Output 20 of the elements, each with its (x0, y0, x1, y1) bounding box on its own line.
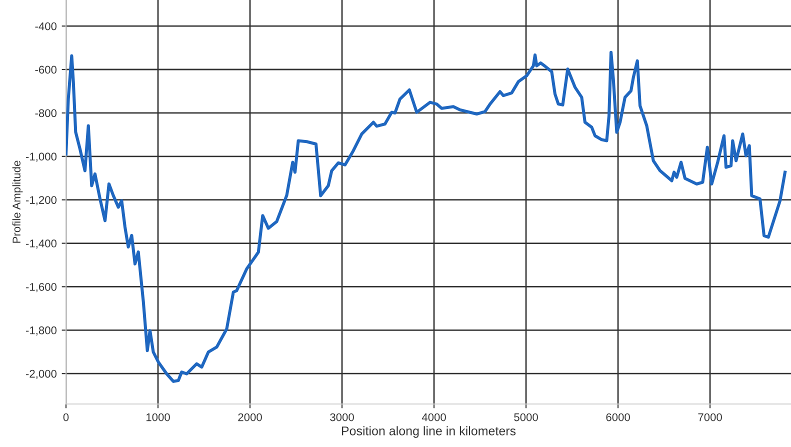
x-tick-label: 1000 (146, 413, 170, 422)
y-tick-label: -400 (35, 22, 57, 30)
y-tick-label: -600 (35, 66, 57, 74)
x-tick-label: 3000 (330, 413, 354, 422)
y-axis-title: Profile Amplitude (12, 160, 23, 243)
x-tick-label: 7000 (698, 413, 722, 422)
y-tick-label: -1,000 (26, 152, 57, 162)
x-tick-label: 2000 (238, 413, 262, 422)
line-series (66, 50, 787, 383)
y-tick-label: -1,400 (26, 240, 57, 249)
x-tick-label: 0 (63, 413, 69, 422)
y-tick-label: -1,600 (26, 282, 57, 292)
y-tick-label: -2,000 (26, 370, 57, 380)
y-tick-label: -1,200 (26, 196, 57, 206)
x-axis-title: Position along line in kilometers (342, 426, 516, 438)
y-tick-label: -1,800 (26, 326, 57, 336)
x-tick-label: 4000 (422, 413, 446, 422)
y-tick-label: -800 (35, 109, 57, 118)
x-tick-label: 5000 (514, 413, 538, 422)
x-tick-label: 6000 (606, 413, 630, 422)
